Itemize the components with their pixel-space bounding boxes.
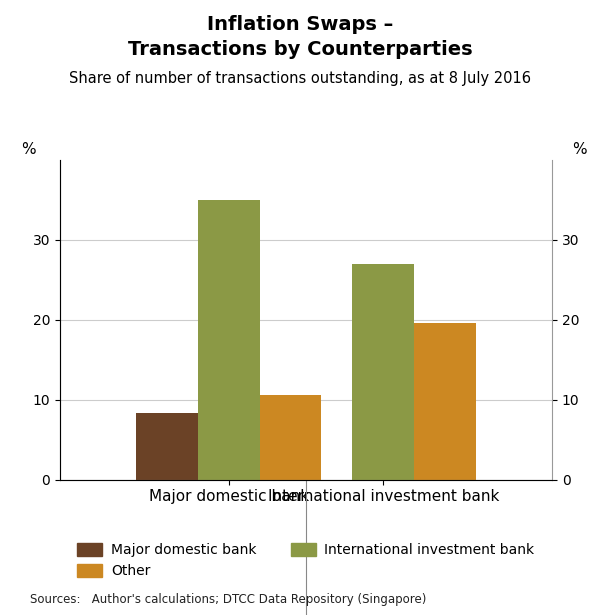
Bar (352, 264, 414, 480)
Text: Inflation Swaps –: Inflation Swaps – (207, 15, 393, 34)
Legend: Major domestic bank, Other, International investment bank: Major domestic bank, Other, Internationa… (72, 538, 540, 584)
Text: %: % (20, 141, 35, 157)
Text: Sources:   Author's calculations; DTCC Data Repository (Singapore): Sources: Author's calculations; DTCC Dat… (30, 593, 427, 606)
Text: Share of number of transactions outstanding, as at 8 July 2016: Share of number of transactions outstand… (69, 71, 531, 85)
Bar (260, 395, 322, 480)
Bar (198, 200, 260, 480)
Text: Transactions by Counterparties: Transactions by Counterparties (128, 40, 472, 59)
Bar (414, 323, 476, 480)
Text: %: % (572, 141, 586, 157)
Bar (136, 413, 198, 480)
